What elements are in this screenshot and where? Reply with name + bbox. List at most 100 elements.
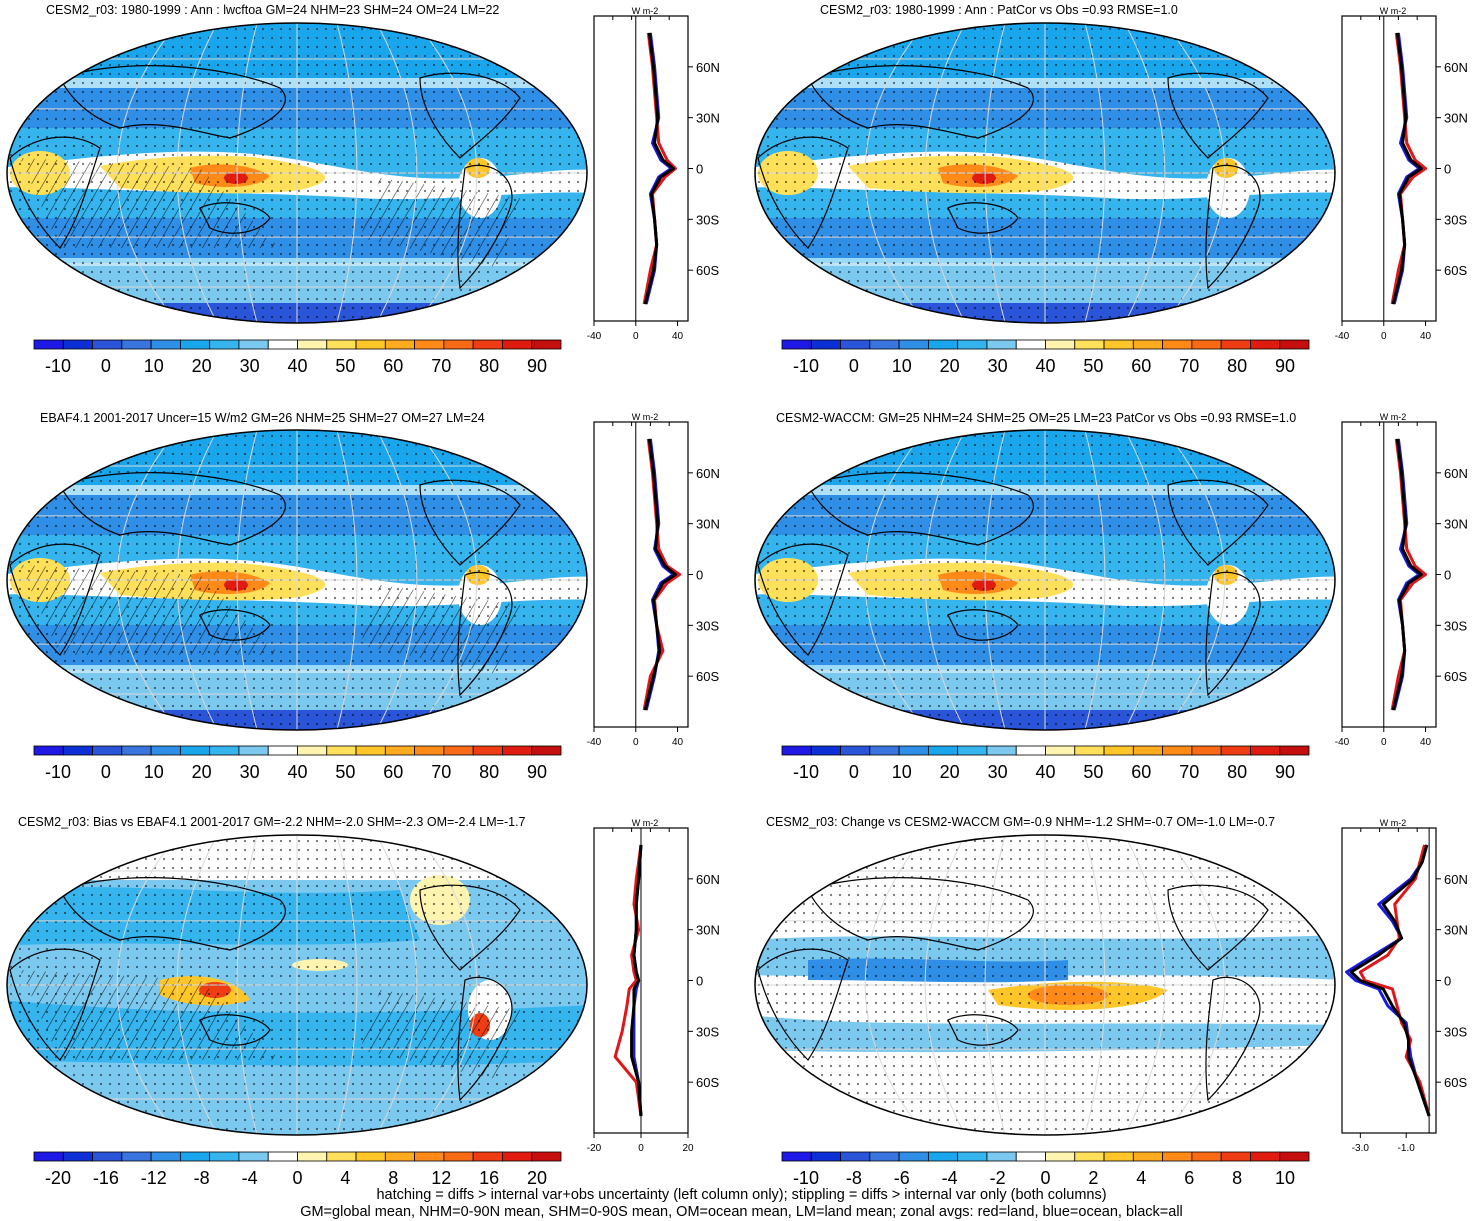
zonal-ytick-label: 30S: [696, 212, 719, 227]
colorbar-swatch: [986, 339, 1017, 350]
colorbar-swatch: [209, 745, 240, 756]
map-panel-1: [6, 22, 588, 324]
colorbar-tick-label: 20: [527, 1168, 547, 1188]
colorbar-tick-label: 0: [849, 762, 859, 782]
panel-title-6: CESM2_r03: Change vs CESM2-WACCM GM=-0.9…: [766, 815, 1276, 829]
colorbar-swatch: [1045, 745, 1076, 756]
zonal-ytick-label: 30N: [696, 111, 720, 126]
colorbar-swatch: [986, 1151, 1017, 1162]
colorbar-2: -10 0 10 20 30 40 50 60 70 80 90: [781, 339, 1310, 376]
panel-title-2: CESM2_r03: 1980-1999 : Ann : PatCor vs O…: [820, 3, 1178, 17]
colorbar-tick-label: -10: [793, 1168, 819, 1188]
colorbar-swatch: [326, 339, 357, 350]
colorbar-tick-label: 20: [940, 762, 960, 782]
colorbar-tick-label: 40: [1035, 356, 1055, 376]
colorbar-tick-label: 20: [192, 356, 212, 376]
zonal-ytick-label: 0: [696, 974, 703, 989]
map-panel-3: [6, 429, 588, 731]
colorbar-swatch: [1191, 745, 1222, 756]
colorbar-swatch: [957, 339, 988, 350]
coastlines: [9, 65, 521, 290]
colorbar-swatch: [472, 1151, 503, 1162]
zonal-xtick-label: 40: [672, 737, 684, 748]
colorbar-tick-label: 12: [431, 1168, 451, 1188]
zonal-xtick-label: -1.0: [1398, 1143, 1416, 1154]
zonal-ytick-label: 0: [1444, 568, 1451, 583]
colorbar-4: -10 0 10 20 30 40 50 60 70 80 90: [781, 745, 1310, 782]
zonal-xtick-label: -40: [587, 331, 602, 342]
colorbar-tick-label: 8: [1232, 1168, 1242, 1188]
colorbar-tick-label: 40: [1035, 762, 1055, 782]
coastlines: [757, 65, 1269, 290]
colorbar-swatch: [810, 745, 841, 756]
colorbar-tick-label: 30: [988, 762, 1008, 782]
colorbar-tick-label: 70: [431, 356, 451, 376]
colorbar-swatch: [1103, 1151, 1134, 1162]
map-border: [754, 429, 1336, 731]
colorbar-tick-label: 2: [1088, 1168, 1098, 1188]
zonal-unit-label: W m-2: [1380, 412, 1407, 422]
colorbar-swatch: [209, 339, 240, 350]
colorbar-swatch: [1162, 745, 1193, 756]
zonal-ytick-label: 0: [696, 568, 703, 583]
colorbar-swatch: [781, 1151, 812, 1162]
zonal-line-ocean: [644, 32, 673, 305]
zonal-xtick-label: -3.0: [1352, 1143, 1370, 1154]
colorbar-swatch: [238, 1151, 269, 1162]
zonal-ytick-label: 60N: [696, 60, 720, 75]
colorbar-swatch: [1045, 1151, 1076, 1162]
colorbar-tick-label: 80: [479, 762, 499, 782]
zonal-ytick-label: 30N: [696, 923, 720, 938]
panel-title-3: EBAF4.1 2001-2017 Uncer=15 W/m2 GM=26 NH…: [40, 411, 485, 425]
colorbar-swatch: [92, 745, 123, 756]
map-field: [7, 835, 587, 1135]
colorbar-swatch: [1015, 339, 1046, 350]
colorbar-swatch: [472, 745, 503, 756]
colorbar-swatch: [502, 1151, 533, 1162]
colorbar-swatch: [1250, 339, 1281, 350]
zonal-xtick-label: -20: [587, 1143, 602, 1154]
colorbar-swatch: [384, 745, 416, 756]
colorbar-swatch: [531, 745, 562, 756]
colorbar-swatch: [179, 745, 211, 756]
colorbar-tick-label: 10: [144, 762, 164, 782]
colorbar-swatch: [810, 1151, 841, 1162]
zonal-line-all: [1349, 844, 1431, 1117]
colorbar-swatch: [1220, 339, 1251, 350]
colorbar-swatch: [150, 1151, 181, 1162]
zonal-ytick-label: 0: [696, 162, 703, 177]
colorbar-swatch: [297, 745, 328, 756]
zonal-xtick-label: 20: [682, 1143, 694, 1154]
colorbar-swatch: [531, 1151, 562, 1162]
colorbar-tick-label: 4: [1136, 1168, 1146, 1188]
colorbar-swatch: [33, 745, 64, 756]
coastlines: [9, 877, 521, 1102]
colorbar-tick-label: 10: [144, 356, 164, 376]
colorbar-tick-label: -2: [990, 1168, 1006, 1188]
colorbar-swatch: [1103, 339, 1134, 350]
colorbar-swatch: [840, 339, 871, 350]
colorbar-swatch: [898, 339, 929, 350]
zonal-unit-label: W m-2: [632, 818, 659, 828]
colorbar-swatch: [898, 1151, 929, 1162]
zonal-profile-2: W m-2 60N 30N 0 30S 60S -40 0 40: [1335, 6, 1468, 342]
zonal-line-land: [1358, 844, 1431, 1117]
colorbar-swatch: [1250, 745, 1281, 756]
zonal-xtick-label: -40: [587, 737, 602, 748]
colorbar-tick-label: 0: [101, 356, 111, 376]
colorbar-tick-label: -12: [141, 1168, 167, 1188]
colorbar-swatch: [384, 339, 416, 350]
colorbar-tick-label: -16: [93, 1168, 119, 1188]
colorbar-swatch: [840, 1151, 871, 1162]
colorbar-swatch: [414, 339, 445, 350]
colorbar-tick-label: 90: [1275, 356, 1295, 376]
zonal-xtick-label: 0: [1381, 331, 1387, 342]
colorbar-tick-label: 0: [292, 1168, 302, 1188]
colorbar-swatch: [898, 745, 929, 756]
colorbar-5: -20 -16 -12 -8 -4 0 4 8 12 16 20: [33, 1151, 562, 1188]
zonal-line-ocean: [1392, 438, 1421, 711]
colorbar-swatch: [927, 745, 959, 756]
colorbar-swatch: [150, 339, 181, 350]
zonal-unit-label: W m-2: [632, 6, 659, 16]
zonal-xtick-label: -40: [1335, 331, 1350, 342]
